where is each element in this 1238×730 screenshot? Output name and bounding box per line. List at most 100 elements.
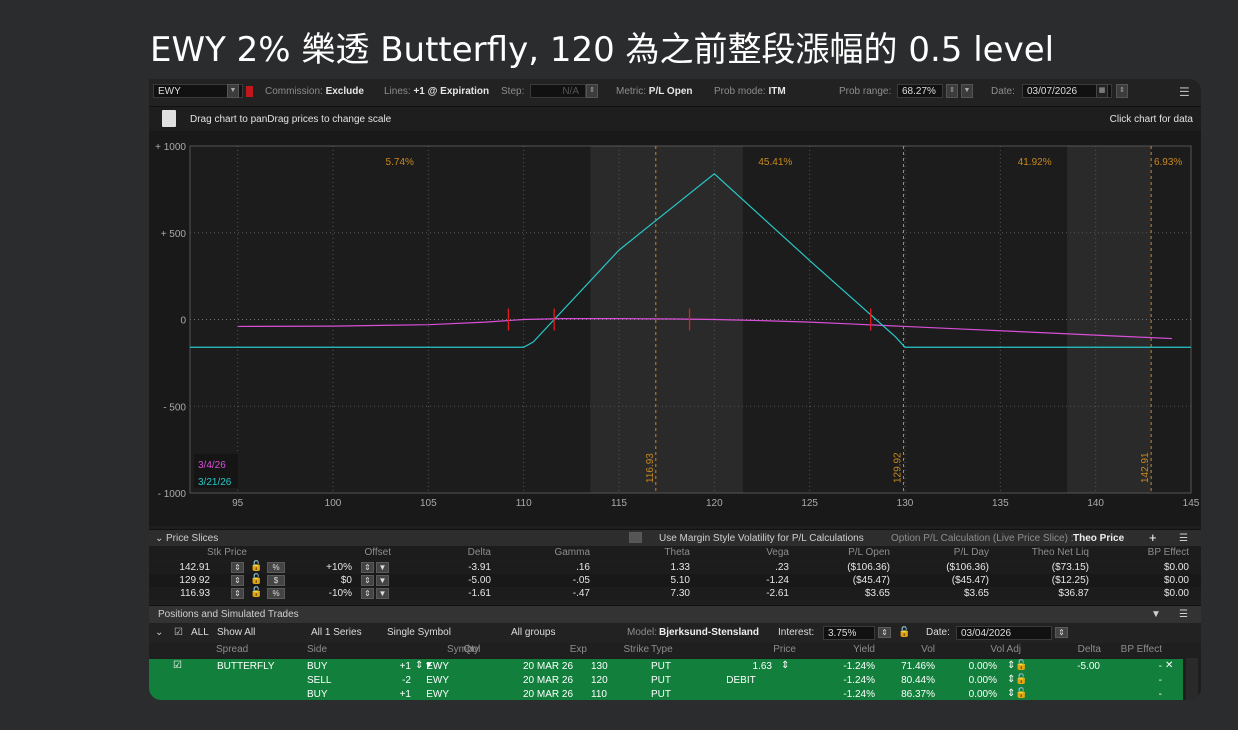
- x-tick-label: 145: [1183, 498, 1200, 509]
- position-price: 1.63: [752, 661, 772, 672]
- positions-header-qty: Qty: [463, 644, 479, 655]
- date-spinner[interactable]: ⇕: [1116, 84, 1128, 98]
- position-row[interactable]: BUY +1 EWY 20 MAR 26 110 PUT -1.24% 86.37% 0.00%…: [149, 687, 1183, 700]
- stk-lock-icon[interactable]: 🔓: [250, 587, 263, 598]
- position-symbol: EWY: [426, 661, 449, 672]
- prob-range-spinner[interactable]: ⇕: [946, 84, 958, 98]
- lock-icon[interactable]: 🔓: [898, 627, 911, 638]
- prob-range-dropdown-icon[interactable]: ▼: [961, 84, 973, 98]
- add-slice-icon[interactable]: +: [1149, 530, 1157, 545]
- price-slices-header-offset: Offset: [364, 547, 392, 558]
- positions-header-price: Price: [773, 644, 796, 655]
- metric-control[interactable]: Metric: P/L Open: [616, 86, 693, 97]
- commission-control[interactable]: Commission: Exclude: [265, 86, 364, 97]
- position-row[interactable]: BUTTERFLY BUY +1 EWY 20 MAR 26 130 PUT 1.63 -1.2…: [149, 659, 1183, 673]
- stk-lock-icon[interactable]: 🔓: [250, 574, 263, 585]
- qty-spinner[interactable]: ⇕ ▾: [415, 660, 432, 671]
- offset-spinner[interactable]: ⇕: [361, 588, 374, 599]
- vol-adj-spinner[interactable]: ⇕🔓: [1007, 674, 1028, 685]
- offset-mode-toggle[interactable]: %: [267, 562, 285, 573]
- positions-header-delta: Delta: [1077, 644, 1101, 655]
- position-strike: 110: [591, 689, 607, 700]
- interest-input[interactable]: 3.75%: [823, 626, 875, 640]
- price-spinner[interactable]: ⇕: [781, 660, 790, 671]
- step-input[interactable]: N/A: [530, 84, 586, 98]
- prob-mode-value: ITM: [768, 86, 786, 97]
- date-input[interactable]: 03/07/2026: [1022, 84, 1112, 98]
- probability-band-label: 45.41%: [758, 157, 792, 168]
- offset-mode-toggle[interactable]: $: [267, 575, 285, 586]
- price-slices-header-theta: Theta: [664, 547, 690, 558]
- collapse-chevron-icon[interactable]: ⌄: [155, 533, 164, 544]
- x-tick-label: 110: [516, 498, 532, 509]
- x-tick-label: 140: [1087, 498, 1104, 509]
- offset-spinner[interactable]: ⇕: [361, 562, 374, 573]
- positions-header-exp: Exp: [569, 644, 587, 655]
- option-calc-value[interactable]: Theo Price: [1073, 533, 1125, 544]
- stk-price-spinner[interactable]: ⇕: [231, 575, 244, 586]
- y-tick-label: 0: [180, 316, 186, 327]
- position-checkbox[interactable]: ☑: [173, 660, 182, 671]
- calendar-icon[interactable]: ▦: [1096, 84, 1108, 98]
- margin-vol-checkbox[interactable]: [629, 532, 642, 543]
- price-slice-delta: -5.00: [468, 575, 491, 586]
- groups-dropdown[interactable]: All groups: [511, 627, 556, 638]
- prob-mode-control[interactable]: Prob mode: ITM: [714, 86, 786, 97]
- position-symbol: EWY: [426, 689, 449, 700]
- pl-chart[interactable]: 95 100 105 110 115 120 125 130 135 140 145 + 1000 + …: [149, 131, 1201, 526]
- offset-dropdown-icon[interactable]: ▼: [376, 562, 389, 573]
- price-slices-header-p-l-open: P/L Open: [848, 547, 890, 558]
- price-slices-header-gamma: Gamma: [554, 547, 590, 558]
- model-value[interactable]: Bjerksund-Stensland: [659, 627, 760, 638]
- stk-price-spinner[interactable]: ⇕: [231, 562, 244, 573]
- position-voladj: 0.00%: [968, 689, 997, 700]
- positions-scrollbar[interactable]: [1186, 658, 1198, 700]
- step-spinner[interactable]: ⇕: [586, 84, 598, 98]
- stk-price-spinner[interactable]: ⇕: [231, 588, 244, 599]
- symbol-selector[interactable]: EWY: [153, 84, 243, 98]
- series-dropdown[interactable]: All 1 Series: [311, 627, 362, 638]
- position-exp: 20 MAR 26: [523, 675, 574, 686]
- positions-header-side: Side: [307, 644, 328, 655]
- toolbar-menu-icon[interactable]: ☰: [1179, 85, 1190, 99]
- price-slice-label: 142.91: [1140, 452, 1151, 483]
- stk-lock-icon[interactable]: 🔓: [250, 561, 263, 572]
- slices-menu-icon[interactable]: ☰: [1179, 533, 1188, 544]
- positions-filter-icon[interactable]: ▼: [1151, 609, 1161, 620]
- price-slice-pl-day: $3.65: [963, 588, 989, 599]
- prob-range-input[interactable]: 68.27%: [897, 84, 943, 98]
- lines-control[interactable]: Lines: +1 @ Expiration: [384, 86, 489, 97]
- price-slice-row[interactable]: 116.93 -10% -1.61 -.47 7.30 -2.61 $3.65 $3.65 $3…: [149, 587, 1201, 600]
- offset-mode-toggle[interactable]: %: [267, 588, 285, 599]
- positions-date-label: Date:: [926, 627, 950, 638]
- position-bp: -: [1158, 661, 1162, 672]
- price-slice-theta: 5.10: [670, 575, 690, 586]
- show-all-dropdown[interactable]: Show All: [217, 627, 256, 638]
- price-slice-row[interactable]: 129.92 $0 -5.00 -.05 5.10 -1.24 ($45.47) ($45.4…: [149, 574, 1201, 587]
- remove-position-icon[interactable]: ✕: [1165, 660, 1174, 671]
- vol-adj-spinner[interactable]: ⇕🔓: [1007, 688, 1028, 699]
- positions-menu-icon[interactable]: ☰: [1179, 609, 1188, 620]
- price-slice-vega: -1.24: [766, 575, 789, 586]
- symbol-mode-dropdown[interactable]: Single Symbol: [387, 627, 451, 638]
- price-slices-header-delta: Delta: [467, 547, 491, 558]
- all-checkbox[interactable]: ☑: [174, 627, 183, 638]
- positions-date-spinner[interactable]: ⇕: [1055, 627, 1068, 638]
- positions-date-input[interactable]: 03/04/2026: [956, 626, 1052, 640]
- chart-settings-icon[interactable]: [162, 110, 176, 127]
- plot-border: [189, 145, 1192, 494]
- position-row[interactable]: SELL -2 EWY 20 MAR 26 120 PUT DEBIT -1.24% 80.44…: [149, 673, 1183, 687]
- symbol-dropdown-icon[interactable]: ▼: [227, 84, 239, 98]
- prob-range-label: Prob range:: [839, 86, 892, 97]
- offset-dropdown-icon[interactable]: ▼: [376, 575, 389, 586]
- interest-spinner[interactable]: ⇕: [878, 627, 891, 638]
- positions-collapse-icon[interactable]: ⌄: [155, 627, 164, 638]
- vol-adj-spinner[interactable]: ⇕🔓: [1007, 660, 1028, 671]
- price-slice-row[interactable]: 142.91 +10% -3.91 .16 1.33 .23 ($106.36) ($106.…: [149, 561, 1201, 574]
- offset-spinner[interactable]: ⇕: [361, 575, 374, 586]
- position-voladj: 0.00%: [968, 675, 997, 686]
- price-slices-header-vega: Vega: [766, 547, 789, 558]
- positions-header-vol: Vol: [921, 644, 935, 655]
- price-slice-pl-day: ($106.36): [946, 562, 989, 573]
- offset-dropdown-icon[interactable]: ▼: [376, 588, 389, 599]
